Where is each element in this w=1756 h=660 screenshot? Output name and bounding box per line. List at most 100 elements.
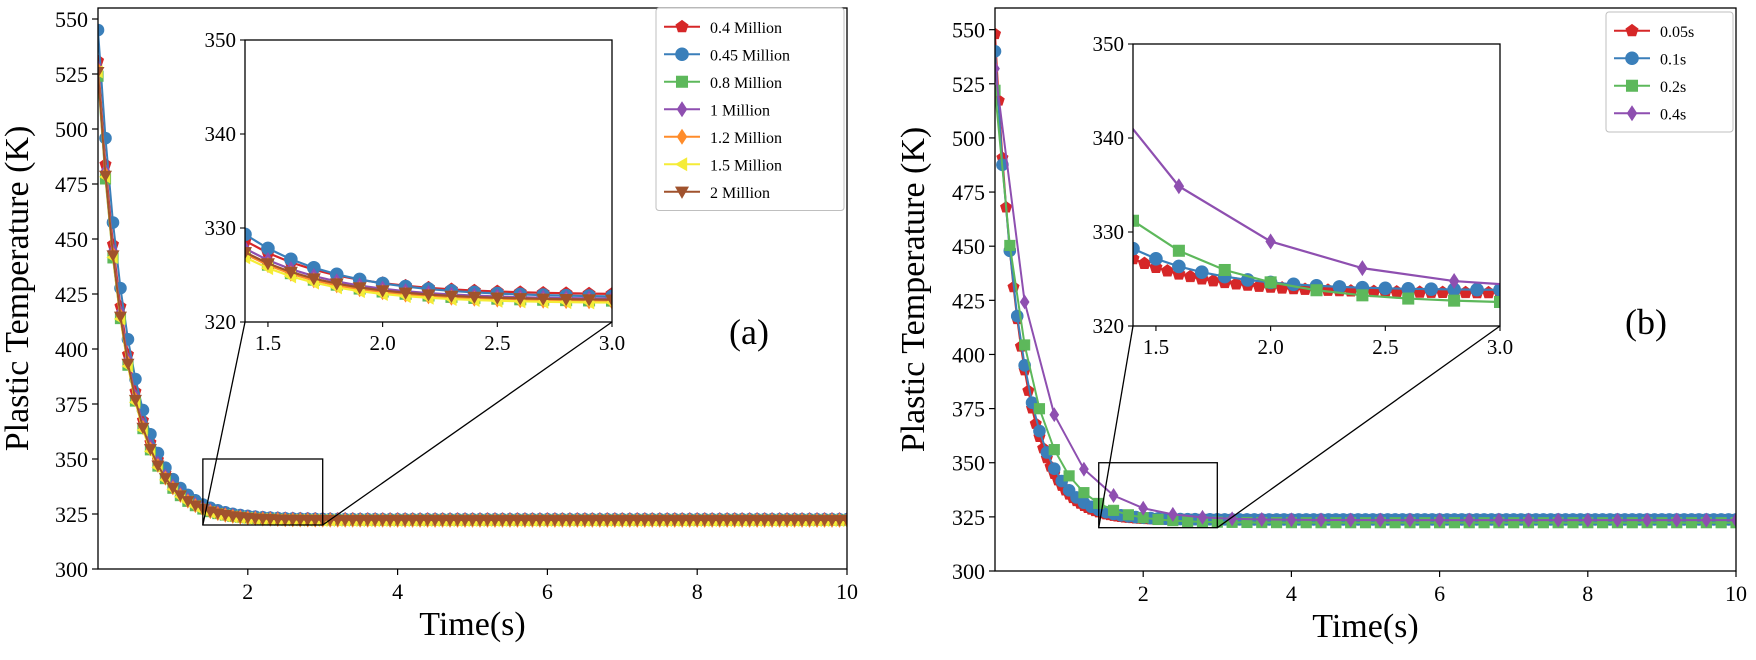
data-point xyxy=(136,422,150,435)
panel-a-chart: 2 4 6 8 10 300 325 350 375 400 425 450 475 500 525 550 T… xyxy=(0,7,858,643)
y-tick-label: 500 xyxy=(55,117,88,142)
data-point xyxy=(1642,512,1652,528)
inset-data-point xyxy=(1286,277,1301,292)
y-tick-label: 350 xyxy=(952,451,985,476)
legend-label: 1 Million xyxy=(710,102,770,119)
inset-data-point xyxy=(467,291,482,305)
inset-data-point xyxy=(1173,178,1185,195)
inset-data-point xyxy=(536,293,551,306)
data-point xyxy=(1167,506,1178,522)
data-point xyxy=(1018,359,1031,372)
inset-data-point xyxy=(1082,64,1092,79)
data-point xyxy=(1508,517,1520,529)
data-point xyxy=(1271,517,1283,529)
data-point xyxy=(1122,509,1134,521)
inset-data-point xyxy=(1516,283,1529,296)
data-point xyxy=(1715,517,1727,529)
data-point xyxy=(1033,424,1046,438)
legend-marker xyxy=(1625,51,1639,66)
inset-y-tick-label: 330 xyxy=(205,216,237,240)
data-point xyxy=(1359,517,1372,529)
data-point xyxy=(995,27,1002,40)
inset-series-line xyxy=(1133,127,1500,286)
inset-x-tick-label: 1.5 xyxy=(255,331,281,355)
inset-data-point xyxy=(306,273,321,286)
y-tick-label: 375 xyxy=(952,397,985,422)
inset-data-point xyxy=(329,278,344,291)
inset-data-point xyxy=(1448,273,1460,290)
inset-data-point xyxy=(444,290,459,303)
data-point xyxy=(1731,512,1736,528)
data-point xyxy=(1197,509,1208,525)
legend-marker xyxy=(675,75,689,88)
zoom-box xyxy=(202,458,324,526)
zoom-box xyxy=(1098,462,1218,529)
data-point xyxy=(1405,512,1415,528)
x-tick-label: 10 xyxy=(836,579,858,604)
inset-data-point xyxy=(1264,276,1277,289)
y-tick-label: 325 xyxy=(55,502,88,527)
inset-data-point xyxy=(1115,247,1127,259)
y-tick-label: 550 xyxy=(952,18,985,43)
data-point xyxy=(1022,384,1035,396)
data-point xyxy=(1019,339,1031,351)
zoom-connector xyxy=(322,321,613,526)
inset-chart: 1.5 2.0 2.5 3.0 320 330 340 350 xyxy=(1081,32,1551,359)
inset-data-point xyxy=(1378,281,1393,296)
data-point xyxy=(98,23,105,37)
inset-x-tick-label: 2.5 xyxy=(484,331,510,355)
data-point xyxy=(1300,517,1312,529)
data-point xyxy=(1063,470,1075,482)
inset-background xyxy=(245,40,612,322)
inset-y-tick-label: 330 xyxy=(1093,220,1125,244)
legend-marker xyxy=(674,186,690,199)
data-point xyxy=(1523,512,1534,528)
inset-data-point xyxy=(628,290,641,303)
y-tick-label: 475 xyxy=(55,172,88,197)
legend-marker xyxy=(676,128,688,145)
inset-x-tick-label: 3.0 xyxy=(599,331,625,355)
y-tick-label: 400 xyxy=(55,337,88,362)
inset-data-point xyxy=(1218,263,1231,277)
inset-data-point xyxy=(1493,295,1500,309)
inset-data-point xyxy=(490,292,505,305)
inset-data-point xyxy=(283,266,298,280)
data-point xyxy=(151,460,165,472)
inset-data-point xyxy=(629,295,640,306)
y-axis-title: Plastic Temperature (K) xyxy=(0,126,36,452)
data-point xyxy=(1612,512,1623,528)
inset-data-point xyxy=(559,293,574,307)
data-point xyxy=(106,250,120,262)
data-point xyxy=(1048,444,1060,456)
inset-data-point xyxy=(1081,168,1092,179)
inset-x-tick-label: 2.5 xyxy=(1372,335,1398,359)
inset-data-point xyxy=(1541,280,1551,295)
legend-label: 0.4s xyxy=(1660,106,1686,123)
data-point xyxy=(173,490,187,502)
y-tick-label: 350 xyxy=(55,447,88,472)
inset-data-point xyxy=(1310,284,1323,297)
y-tick-label: 300 xyxy=(55,557,88,582)
inset-y-tick-label: 340 xyxy=(1093,126,1125,150)
inset-data-point xyxy=(1448,294,1461,307)
inset-data-point xyxy=(1493,282,1500,297)
axes-frame xyxy=(994,7,1737,572)
x-axis-title: Time(s) xyxy=(1312,608,1418,645)
inset-data-point xyxy=(1470,282,1484,297)
inset-x-tick-label: 2.0 xyxy=(370,331,396,355)
x-tick-label: 2 xyxy=(242,579,253,604)
axes-frame xyxy=(97,7,848,570)
data-point xyxy=(840,515,847,527)
inset-chart: 1.5 2.0 2.5 3.0 320 330 340 350 xyxy=(205,28,641,355)
data-point xyxy=(1049,407,1060,423)
data-point xyxy=(1567,517,1579,529)
data-point xyxy=(1256,512,1267,527)
data-point xyxy=(1286,512,1297,528)
data-point xyxy=(1448,517,1461,529)
data-point xyxy=(1107,504,1120,516)
y-tick-label: 525 xyxy=(952,72,985,97)
inset-data-point xyxy=(1402,292,1415,305)
legend-marker xyxy=(674,157,688,172)
inset-y-tick-label: 350 xyxy=(205,28,237,52)
data-point xyxy=(1241,516,1253,529)
